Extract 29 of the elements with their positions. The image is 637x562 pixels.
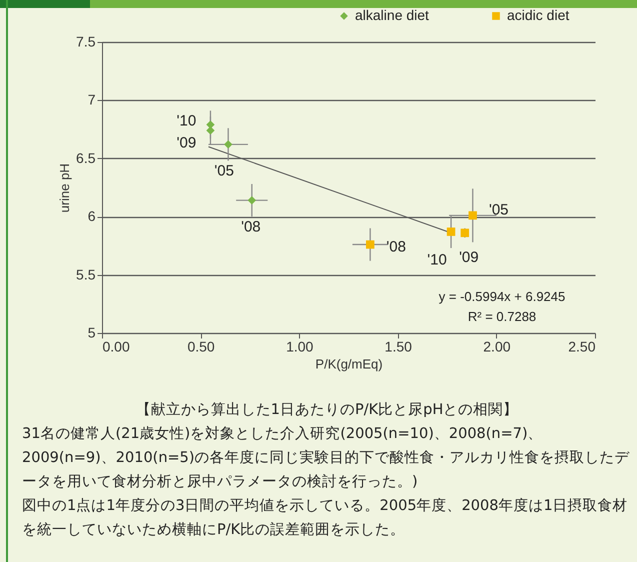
annotation: '09: [176, 134, 196, 152]
x-tick-label: 2.50: [568, 338, 596, 354]
y-tick-label: 5: [88, 324, 96, 340]
annotation: '10: [176, 112, 196, 130]
annotation: '05: [488, 201, 509, 218]
text: 【献立から算出した1日あたりのP/K比と尿pHとの相関】: [134, 400, 520, 420]
annotation: '08: [241, 218, 261, 236]
y-tick-label: 6: [88, 208, 96, 224]
x-tick-label: 1.50: [384, 338, 412, 354]
annotation: R² = 0.7288: [468, 309, 536, 324]
x-axis-title: P/K(g/mEq): [315, 356, 383, 372]
y-tick-label: 7.5: [76, 34, 96, 50]
legend-label: alkaline diet: [355, 7, 430, 23]
text: 31名の健常人(21歳女性)を対象とした介入研究(2005(n=10)、2008(n=7)、2009(n=9)、2010(n=5)の各年度に同じ実験目的下で酸性食・アルカリ性食を摂取したデータを用いて食材分析と尿中パラメータの検討を行った。): [22, 424, 631, 492]
text: 図中の1点は1年度分の3日間の平均値を示している。2005年度、2008年度は1日摂取食材を統一していないため横軸にP/K比の誤差範囲を示した。: [22, 496, 629, 540]
annotation: '10: [427, 252, 447, 269]
x-tick-label: 0.00: [102, 338, 130, 354]
legend-label: acidic diet: [507, 7, 570, 23]
x-tick-label: 1.00: [286, 338, 314, 354]
x-tick-label: 0.50: [187, 338, 215, 354]
annotation: '08: [386, 238, 406, 256]
y-axis-title: urine pH: [57, 163, 72, 213]
annotation: '09: [459, 248, 479, 266]
y-tick-label: 7: [88, 92, 96, 108]
x-tick-label: 2.00: [483, 338, 511, 354]
y-tick-label: 5.5: [76, 266, 96, 282]
annotation: '05: [214, 162, 234, 180]
y-tick-label: 6.5: [76, 150, 96, 166]
annotation: y = -0.5994x + 6.9245: [438, 289, 566, 304]
